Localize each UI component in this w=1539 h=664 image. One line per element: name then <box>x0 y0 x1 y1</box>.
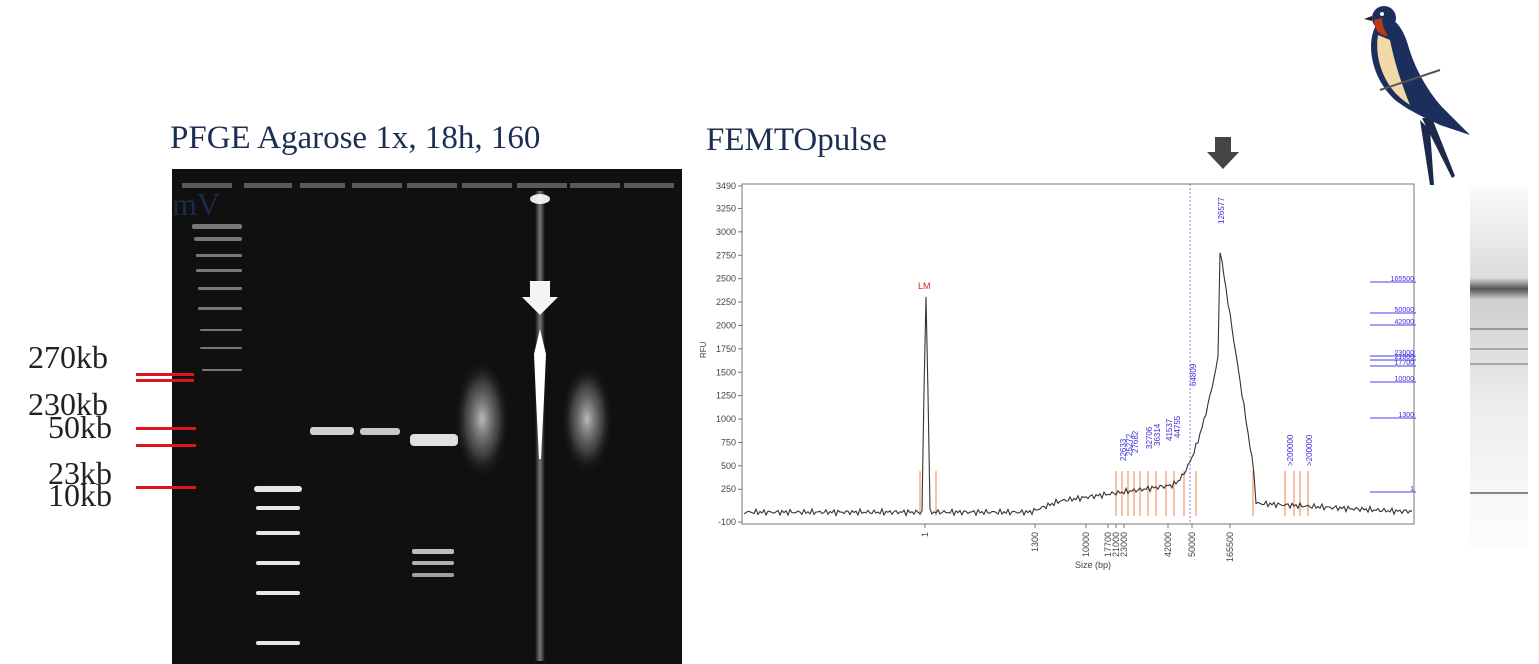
size-marker-270kb: 270kb <box>28 339 108 375</box>
size-marker-10kb: 10kb <box>48 477 112 513</box>
y-tick-label: 1500 <box>716 367 736 377</box>
x-tick-label: 10000 <box>1081 532 1091 557</box>
y-tick-label: 2000 <box>716 320 736 330</box>
size-marker-230kb: 230kb <box>28 386 108 422</box>
ladder-label: 17700 <box>1395 360 1415 367</box>
x-tick-label: 50000 <box>1187 532 1197 557</box>
ladder-label: 10000 <box>1395 376 1415 383</box>
y-tick-label: 2250 <box>716 297 736 307</box>
y-tick-label: 3250 <box>716 203 736 213</box>
peak-label: 22633 <box>1119 438 1128 461</box>
marker-line-23kb <box>136 444 196 447</box>
main-peak-label: 126577 <box>1217 197 1226 224</box>
x-axis-label: Size (bp) <box>1075 560 1111 570</box>
y-tick-label: 2500 <box>716 274 736 284</box>
ladder-label: 165500 <box>1391 276 1414 283</box>
marker-line-50kb <box>136 427 196 430</box>
x-tick-label: 165500 <box>1225 532 1235 562</box>
y-tick-label: 1250 <box>716 391 736 401</box>
peak-label: 36314 <box>1153 423 1162 446</box>
x-tick-label: 1300 <box>1030 532 1040 552</box>
y-axis-label: RFU <box>700 341 708 358</box>
peak-label: 32706 <box>1145 426 1154 449</box>
y-tick-label: 3490 <box>716 181 736 191</box>
peak-label: >200000 <box>1305 434 1314 466</box>
ladder-label: 50000 <box>1395 307 1415 314</box>
ladder-label: 21000 <box>1395 354 1415 361</box>
ladder-label: 1300 <box>1398 412 1414 419</box>
x-tick-label: 17700 <box>1103 532 1113 557</box>
peak-label: >200000 <box>1286 434 1295 466</box>
y-tick-label: -100 <box>718 517 736 527</box>
peak-label: 27682 <box>1131 430 1140 453</box>
y-tick-label: 1000 <box>716 414 736 424</box>
ladder-label: 1 <box>1410 486 1414 493</box>
femto-title: FEMTOpulse <box>706 122 887 158</box>
peak-label: 41537 <box>1165 418 1174 441</box>
swallow-bird-illustration <box>1364 6 1470 185</box>
y-tick-label: 1750 <box>716 344 736 354</box>
x-tick-label: 1 <box>920 532 930 537</box>
y-tick-label: 250 <box>721 484 736 494</box>
y-tick-label: 750 <box>721 437 736 447</box>
peak-label: 25272 <box>1125 433 1134 456</box>
femtopulse-electropherogram: 3490325030002750250022502000175015001250… <box>700 181 1416 570</box>
ladder-label: 42000 <box>1395 319 1415 326</box>
dark-down-arrow-icon <box>1207 137 1239 169</box>
lm-label: LM <box>918 281 931 291</box>
white-down-arrow-icon <box>522 281 558 315</box>
gel-title: PFGE Agarose 1x, 18h, 160 <box>170 120 541 156</box>
side-gel-strip <box>1470 188 1528 548</box>
peak-label: 64809 <box>1189 363 1198 386</box>
x-tick-label: 42000 <box>1163 532 1173 557</box>
pfge-gel-image <box>172 169 682 664</box>
gel-overlay-label: mV <box>172 186 220 222</box>
size-marker-23kb: 23kb <box>48 455 112 491</box>
peak-label: 44755 <box>1173 415 1182 438</box>
y-tick-label: 3000 <box>716 227 736 237</box>
size-marker-50kb: 50kb <box>48 409 112 445</box>
y-tick-label: 500 <box>721 461 736 471</box>
marker-line-230kb <box>136 379 194 382</box>
x-tick-label: 23000 <box>1119 532 1129 557</box>
y-tick-label: 2750 <box>716 250 736 260</box>
x-tick-label: 21000 <box>1111 532 1121 557</box>
marker-line-10kb <box>136 486 196 489</box>
ladder-label: 23000 <box>1395 350 1415 357</box>
marker-line-270kb <box>136 373 194 376</box>
